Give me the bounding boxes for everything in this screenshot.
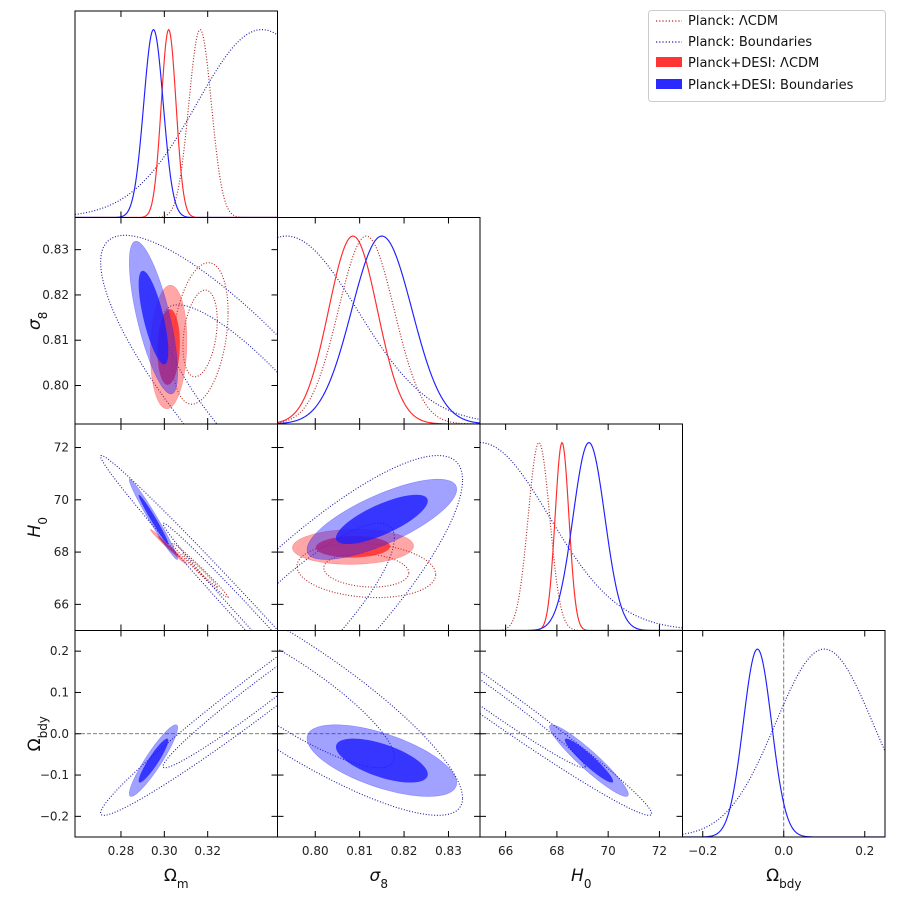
ytick-label-s8-0: 0.80 [42,379,69,393]
xtick-label-H0-1: 68 [549,844,564,858]
series-3-pdf-s8 [277,235,480,424]
legend-label-planck-boundaries: Planck: Boundaries [688,35,812,50]
xtick-label-H0-3: 72 [652,844,667,858]
series-2-pdf-s8 [277,235,480,424]
ytick-label-H0-3: 72 [54,441,69,455]
xtick-label-Ob-1: 0.0 [774,844,793,858]
panel-diag-Ob [682,630,885,837]
panels-layer [75,28,885,837]
frame-s8-s8 [277,217,481,425]
panel-diag-H0 [480,441,683,631]
series-0-Om-vs-s8-2sigma [171,262,229,405]
series-0-Om-vs-H0-2sigma [171,542,229,599]
panel-Om-vs-Ob [75,655,278,816]
series-2-s8-vs-H0-1sigma [315,536,391,558]
xtick-label-H0-2: 70 [601,844,616,858]
xaxis-label-Om: Ωm [164,866,189,891]
panel-diag-s8 [277,235,480,424]
series-3-pdf-H0 [480,441,683,631]
series-0-Om-vs-s8-1sigma [182,289,218,378]
series-3-pdf-Om [75,28,278,218]
series-2-pdf-Om [75,28,278,218]
series-2-Om-vs-H0-1sigma [157,536,180,558]
xtick-label-s8-0: 0.80 [302,844,329,858]
xtick-label-Om-1: 0.30 [151,844,178,858]
series-1-pdf-Ob [682,648,885,835]
xtick-label-Om-2: 0.32 [194,844,221,858]
panel-s8-vs-H0 [277,454,464,631]
series-1-pdf-Om [75,29,278,216]
ytick-label-H0-2: 70 [54,493,69,507]
series-3-s8-vs-H0-1sigma [335,494,428,545]
ytick-label-s8-1: 0.81 [42,333,69,347]
xtick-label-s8-3: 0.83 [435,844,462,858]
legend-label-desi-boundaries: Planck+DESI: Boundaries [688,78,854,93]
legend-swatch-desi-boundaries [656,79,682,89]
series-3-s8-vs-Ob-1sigma [335,738,428,783]
xaxis-label-s8: σ8 [370,866,388,891]
ytick-label-Ob-2: 0.0 [50,727,69,741]
series-0-Om-vs-H0-1sigma [182,553,218,588]
series-3-Om-vs-H0-1sigma [138,494,169,545]
ytick-label-Ob-3: 0.1 [50,685,69,699]
xtick-label-Ob-0: −0.2 [688,844,717,858]
frame-layer [74,10,886,838]
series-3-H0-vs-Ob-1sigma [564,738,614,783]
ytick-label-Ob-0: −0.2 [40,809,69,823]
ytick-label-Ob-4: 0.2 [50,644,69,658]
legend: Planck: ΛCDM Planck: Boundaries Planck+D… [648,10,886,102]
panel-Om-vs-s8 [100,234,278,424]
legend-label-desi-lcdm: Planck+DESI: ΛCDM [688,56,819,71]
series-2-pdf-H0 [480,441,683,631]
yaxis-label-Ob: Ωbdy [25,716,50,751]
series-3-pdf-Ob [682,648,885,837]
xtick-label-s8-2: 0.82 [391,844,418,858]
series-0-pdf-s8 [277,235,480,424]
series-0-s8-vs-H0-2sigma [296,542,437,599]
legend-frame [648,10,886,102]
xaxis-label-Ob: Ωbdy [766,866,801,891]
panel-s8-vs-Ob [277,630,480,816]
yaxis-label-H0: H0 [25,517,50,537]
legend-swatch-desi-lcdm [656,57,682,67]
panel-H0-vs-Ob [480,670,683,816]
series-1-pdf-s8 [277,235,480,420]
panel-diag-Om [75,28,278,218]
series-3-Om-vs-Ob-1sigma [138,738,169,783]
ytick-label-s8-3: 0.83 [42,243,69,257]
series-0-pdf-H0 [480,441,683,631]
series-1-pdf-H0 [480,442,683,629]
ytick-label-H0-0: 66 [54,597,69,611]
ytick-label-Ob-1: −0.1 [40,768,69,782]
ytick-label-s8-2: 0.82 [42,288,69,302]
xtick-label-Om-0: 0.28 [108,844,135,858]
xtick-label-Ob-2: 0.2 [855,844,874,858]
series-3-Om-vs-s8-1sigma [138,270,169,365]
series-0-pdf-Om [75,28,278,218]
panel-Om-vs-H0 [100,454,278,631]
xaxis-label-H0: H0 [571,866,591,891]
legend-label-planck-lcdm: Planck: ΛCDM [688,14,778,29]
frame-Om-H0 [74,423,278,631]
series-1-Om-vs-Ob-2sigma [100,655,278,816]
series-0-s8-vs-H0-1sigma [323,553,410,588]
frame-H0-H0 [479,423,683,631]
series-1-s8-vs-Ob-1sigma [277,648,395,769]
xtick-label-H0-0: 66 [498,844,513,858]
xtick-label-s8-1: 0.81 [346,844,373,858]
labels-layer: 0.28 0.30 0.32 0.80 0.81 0.82 0.83 66 68 70 72 −0.2… [25,243,874,891]
yaxis-label-s8: σ8 [25,312,50,330]
ytick-label-H0-1: 68 [54,545,69,559]
